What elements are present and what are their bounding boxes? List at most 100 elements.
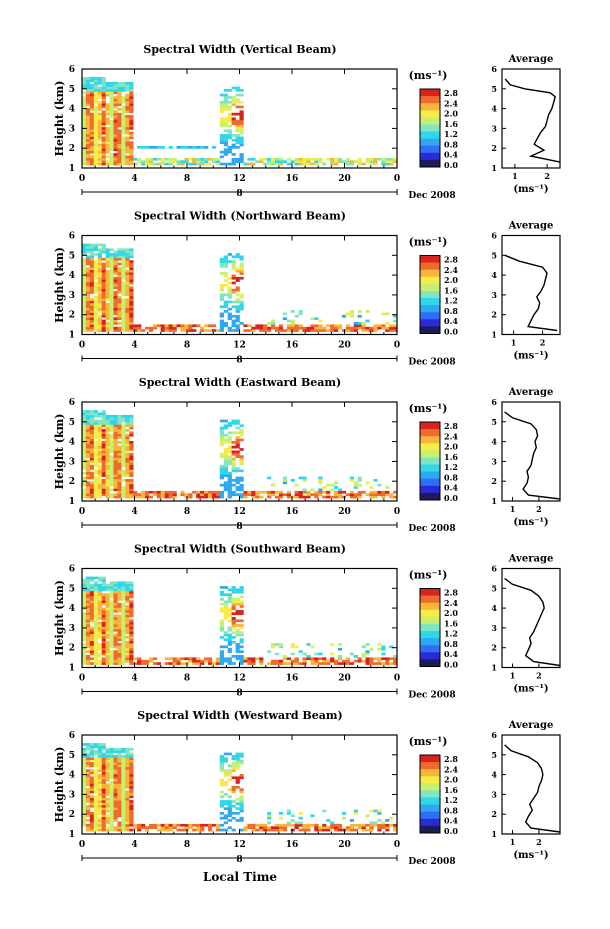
heatmap-cell bbox=[82, 157, 87, 161]
heatmap-cell bbox=[204, 146, 209, 149]
heatmap-cell bbox=[89, 267, 95, 271]
heatmap-cell bbox=[117, 257, 122, 261]
heatmap-cell bbox=[393, 157, 398, 161]
heatmap-cell bbox=[109, 255, 114, 259]
heatmap-cell bbox=[156, 146, 161, 149]
heatmap-cell bbox=[239, 804, 244, 808]
heatmap-cell bbox=[109, 89, 114, 92]
heatmap-cell bbox=[93, 797, 98, 801]
heatmap-cell bbox=[235, 255, 240, 259]
heatmap-cell bbox=[109, 450, 114, 454]
heatmap-cell bbox=[235, 759, 240, 763]
heatmap-cell bbox=[369, 826, 374, 829]
colorbar-tick-label: 0.8 bbox=[444, 472, 458, 482]
heatmap-cell bbox=[97, 136, 102, 140]
heatmap-cell bbox=[97, 86, 102, 90]
heatmap-cell bbox=[89, 802, 95, 806]
heatmap-cell bbox=[101, 310, 106, 313]
heatmap-cell bbox=[101, 624, 106, 627]
heatmap-cell bbox=[129, 493, 134, 496]
heatmap-cell bbox=[125, 322, 130, 325]
heatmap-cell bbox=[117, 431, 122, 435]
heatmap-cell bbox=[97, 153, 102, 156]
heatmap-cell bbox=[235, 138, 240, 142]
heatmap-cell bbox=[85, 431, 91, 435]
heatmap-cell bbox=[93, 298, 98, 301]
heatmap-cell bbox=[345, 162, 350, 166]
heatmap-cell bbox=[129, 105, 134, 109]
heatmap-cell bbox=[219, 105, 224, 109]
heatmap-cell bbox=[239, 645, 244, 649]
heatmap-cell bbox=[239, 455, 244, 458]
heatmap-cell bbox=[82, 429, 87, 432]
heatmap-cell bbox=[121, 307, 126, 311]
heatmap-cell bbox=[89, 579, 95, 582]
heatmap-cell bbox=[188, 162, 193, 166]
heatmap-cell bbox=[101, 103, 106, 106]
x-tick-label: 0 bbox=[79, 507, 85, 517]
heatmap-cell bbox=[113, 162, 118, 166]
heatmap-cell bbox=[89, 122, 95, 125]
heatmap-cell bbox=[101, 136, 106, 140]
heatmap-cell bbox=[223, 816, 228, 820]
heatmap-cell bbox=[290, 814, 295, 818]
heatmap-cell bbox=[227, 826, 232, 829]
heatmap-cell bbox=[93, 433, 98, 437]
heatmap-cell bbox=[290, 322, 295, 325]
heatmap-cell bbox=[235, 105, 240, 109]
heatmap-cell bbox=[393, 826, 398, 829]
heatmap-cell bbox=[82, 633, 87, 637]
heatmap-cell bbox=[219, 655, 224, 658]
heatmap-cell bbox=[129, 778, 134, 782]
heatmap-cell bbox=[243, 493, 248, 496]
heatmap-cell bbox=[105, 89, 110, 92]
heatmap-cell bbox=[125, 448, 130, 451]
heatmap-cell bbox=[125, 657, 130, 661]
heatmap-cell bbox=[219, 804, 224, 808]
heatmap-cell bbox=[101, 276, 106, 280]
heatmap-cell bbox=[239, 590, 244, 594]
heatmap-cell bbox=[239, 595, 244, 599]
heatmap-cell bbox=[93, 110, 98, 114]
heatmap-cell bbox=[109, 766, 114, 770]
heatmap-cell bbox=[223, 807, 228, 810]
heatmap-cell bbox=[235, 422, 240, 425]
heatmap-cell bbox=[82, 645, 87, 649]
heatmap-cell bbox=[223, 433, 228, 437]
heatmap-cell bbox=[97, 621, 102, 625]
heatmap-cell bbox=[310, 324, 315, 328]
heatmap-cell bbox=[369, 490, 374, 494]
heatmap-cell bbox=[239, 110, 244, 114]
heatmap-cell bbox=[121, 486, 126, 489]
heatmap-cell bbox=[302, 329, 307, 332]
heatmap-cell bbox=[117, 108, 122, 111]
heatmap-cell bbox=[125, 626, 130, 630]
heatmap-cell bbox=[82, 595, 87, 599]
heatmap-cell bbox=[97, 600, 102, 604]
heatmap-cell bbox=[117, 89, 122, 92]
heatmap-cell bbox=[105, 250, 110, 254]
heatmap-cell bbox=[105, 112, 110, 116]
heatmap-cell bbox=[231, 828, 236, 832]
heatmap-cell bbox=[105, 253, 110, 256]
heatmap-cell bbox=[125, 588, 130, 592]
avg-y-tick-label: 4 bbox=[491, 603, 497, 613]
heatmap-cell bbox=[113, 778, 118, 782]
heatmap-cell bbox=[82, 593, 87, 596]
heatmap-cell bbox=[235, 317, 240, 320]
heatmap-cell bbox=[192, 823, 197, 827]
heatmap-cell bbox=[117, 764, 122, 768]
heatmap-cell bbox=[219, 590, 224, 594]
colorbar-unit: (ms⁻¹) bbox=[409, 236, 448, 249]
heatmap-cell bbox=[85, 771, 91, 775]
heatmap-cell bbox=[145, 146, 150, 149]
heatmap-cell bbox=[121, 655, 126, 658]
heatmap-cell bbox=[105, 143, 110, 147]
heatmap-cell bbox=[117, 602, 122, 606]
heatmap-cell bbox=[109, 426, 114, 430]
heatmap-cell bbox=[101, 143, 106, 147]
heatmap-cell bbox=[125, 781, 130, 784]
heatmap-cell bbox=[282, 476, 287, 480]
heatmap-cell bbox=[172, 157, 177, 161]
heatmap-cell bbox=[389, 495, 394, 499]
